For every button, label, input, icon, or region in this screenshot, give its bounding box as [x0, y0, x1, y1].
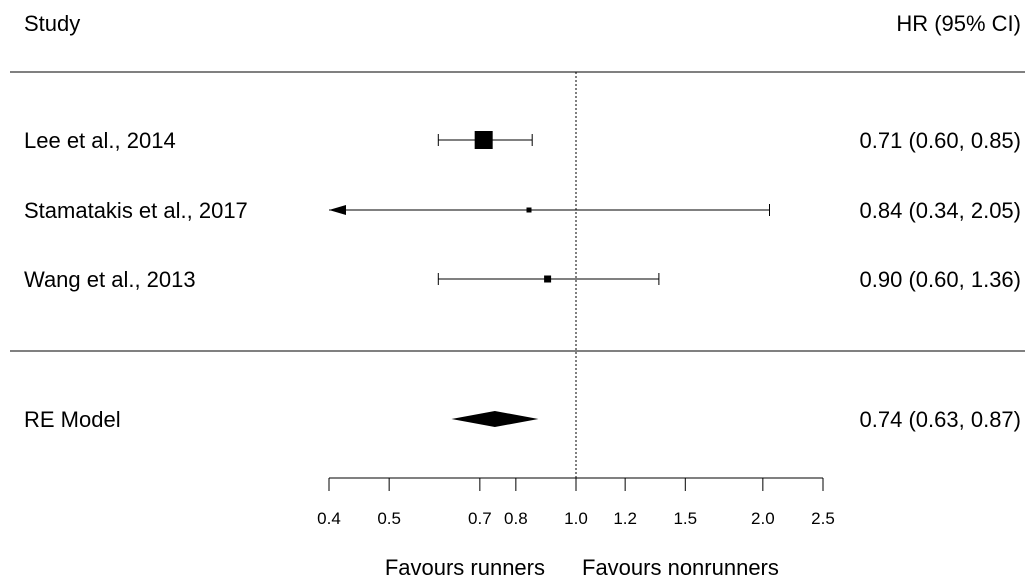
x-tick-label: 1.5 [673, 509, 697, 528]
study-label: Stamatakis et al., 2017 [24, 198, 248, 223]
x-tick-label: 0.4 [317, 509, 341, 528]
study-estimate: 0.71 (0.60, 0.85) [860, 128, 1021, 153]
ci-arrow [329, 205, 346, 215]
xlabel-right: Favours nonrunners [582, 555, 779, 580]
pooled-label: RE Model [24, 407, 121, 432]
x-tick-label: 0.7 [468, 509, 492, 528]
pooled-estimate: 0.74 (0.63, 0.87) [860, 407, 1021, 432]
x-tick-label: 0.8 [504, 509, 528, 528]
pooled-row: RE Model 0.74 (0.63, 0.87) [24, 407, 1021, 432]
study-label: Lee et al., 2014 [24, 128, 176, 153]
pooled-diamond [451, 411, 539, 427]
x-axis: 0.4 0.5 0.7 0.8 1.0 1.2 1.5 2.0 2.5 [317, 477, 835, 528]
x-tick-label: 2.5 [811, 509, 835, 528]
point-estimate [544, 275, 552, 283]
study-row: Stamatakis et al., 2017 0.84 (0.34, 2.05) [24, 198, 1021, 223]
study-row: Lee et al., 2014 0.71 (0.60, 0.85) [24, 128, 1021, 153]
study-rows: Lee et al., 2014 0.71 (0.60, 0.85) Stamata… [24, 128, 1021, 292]
x-tick-label: 2.0 [751, 509, 775, 528]
point-estimate [526, 207, 532, 213]
estimate-column-header: HR (95% CI) [896, 11, 1021, 36]
study-estimate: 0.84 (0.34, 2.05) [860, 198, 1021, 223]
study-label: Wang et al., 2013 [24, 267, 196, 292]
x-tick-label: 0.5 [377, 509, 401, 528]
x-tick-label: 1.2 [613, 509, 637, 528]
study-estimate: 0.90 (0.60, 1.36) [860, 267, 1021, 292]
xlabel-left: Favours runners [385, 555, 545, 580]
study-column-header: Study [24, 11, 80, 36]
point-estimate [474, 131, 493, 149]
study-row: Wang et al., 2013 0.90 (0.60, 1.36) [24, 267, 1021, 292]
x-tick-label: 1.0 [564, 509, 588, 528]
